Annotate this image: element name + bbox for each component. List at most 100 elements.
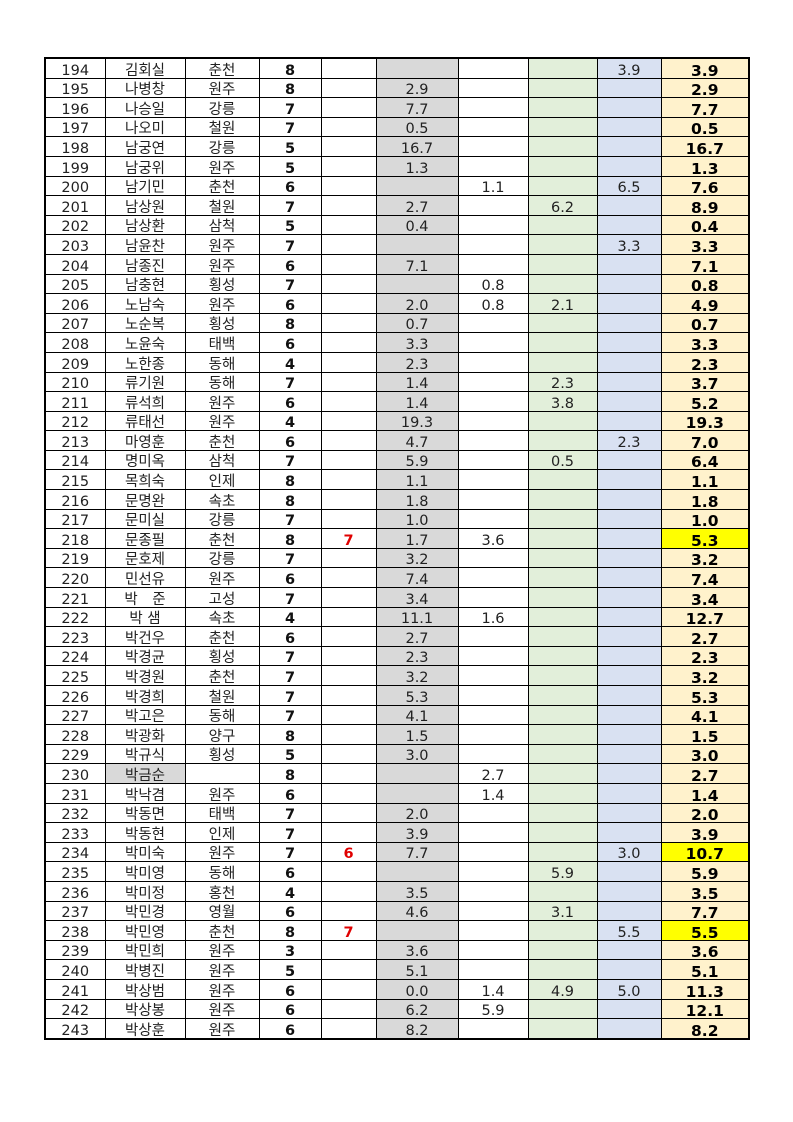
region-cell: 동해 [184, 351, 260, 373]
score-gray-cell [375, 782, 459, 804]
score-white-cell [457, 77, 529, 99]
row-number-cell: 194 [44, 57, 106, 79]
score-white-cell [457, 57, 529, 79]
region-cell: 횡성 [184, 273, 260, 295]
row-number-cell: 232 [44, 802, 106, 824]
table-row: 208 노윤숙 태백 6 3.3 3.3 [44, 332, 750, 353]
score-blue-cell [596, 116, 662, 138]
total-score-cell: 1.0 [660, 508, 750, 530]
region-cell: 철원 [184, 195, 260, 216]
row-number-cell: 221 [44, 587, 106, 608]
total-score-cell: 0.5 [660, 116, 750, 138]
person-name-cell: 남기민 [104, 175, 186, 197]
row-number-cell: 206 [44, 293, 106, 314]
grade-cell: 8 [258, 77, 322, 99]
table-row: 211 류석희 원주 6 1.4 3.8 5.2 [44, 391, 750, 412]
score-green-cell [527, 97, 598, 118]
grade-cell: 6 [258, 861, 322, 882]
grade-cell: 8 [258, 312, 322, 334]
red-score-cell [320, 273, 377, 295]
score-blue-cell [596, 1018, 662, 1040]
score-blue-cell [596, 293, 662, 314]
score-white-cell [457, 136, 529, 157]
grade-cell: 3 [258, 939, 322, 961]
score-green-cell [527, 136, 598, 157]
score-blue-cell [596, 959, 662, 980]
row-number-cell: 202 [44, 214, 106, 236]
person-name-cell: 명미옥 [104, 449, 186, 471]
table-row: 237 박민경 영월 6 4.6 3.1 7.7 [44, 900, 750, 922]
red-score-cell [320, 116, 377, 138]
person-name-cell: 문호제 [104, 547, 186, 569]
red-score-cell [320, 626, 377, 647]
score-green-cell [527, 959, 598, 980]
person-name-cell: 박상훈 [104, 1018, 186, 1040]
region-cell: 속초 [184, 489, 260, 510]
row-number-cell: 234 [44, 841, 106, 863]
score-white-cell [457, 920, 529, 941]
score-green-cell [527, 116, 598, 138]
score-blue-cell [596, 273, 662, 295]
score-gray-cell: 2.3 [375, 351, 459, 373]
score-blue-cell [596, 449, 662, 471]
table-row: 236 박미정 홍천 4 3.5 3.5 [44, 880, 750, 902]
region-cell: 원주 [184, 391, 260, 412]
score-gray-cell: 4.7 [375, 430, 459, 451]
region-cell: 고성 [184, 587, 260, 608]
score-gray-cell: 1.7 [375, 528, 459, 549]
score-green-cell [527, 743, 598, 765]
row-number-cell: 222 [44, 606, 106, 628]
region-cell: 동해 [184, 704, 260, 726]
score-blue-cell [596, 332, 662, 353]
score-green-cell [527, 155, 598, 177]
person-name-cell: 박고은 [104, 704, 186, 726]
score-gray-cell: 7.7 [375, 97, 459, 118]
red-score-cell [320, 900, 377, 922]
score-green-cell [527, 724, 598, 745]
score-green-cell [527, 547, 598, 569]
score-green-cell [527, 567, 598, 589]
table-row: 242 박상봉 원주 6 6.2 5.9 12.1 [44, 998, 750, 1020]
region-cell: 영월 [184, 900, 260, 922]
total-score-cell: 5.9 [660, 861, 750, 882]
region-cell: 춘천 [184, 57, 260, 79]
score-green-cell [527, 469, 598, 491]
grade-cell: 7 [258, 685, 322, 706]
score-gray-cell: 1.5 [375, 724, 459, 745]
grade-cell: 8 [258, 57, 322, 79]
score-white-cell [457, 508, 529, 530]
grade-cell: 7 [258, 547, 322, 569]
person-name-cell: 박동현 [104, 822, 186, 843]
score-gray-cell: 5.3 [375, 685, 459, 706]
score-white-cell: 2.7 [457, 763, 529, 784]
score-white-cell [457, 430, 529, 451]
score-gray-cell: 2.0 [375, 293, 459, 314]
score-green-cell [527, 273, 598, 295]
region-cell: 동해 [184, 371, 260, 393]
score-gray-cell [375, 763, 459, 784]
total-score-cell: 6.4 [660, 449, 750, 471]
score-green-cell: 3.8 [527, 391, 598, 412]
red-score-cell [320, 685, 377, 706]
row-number-cell: 210 [44, 371, 106, 393]
row-number-cell: 201 [44, 195, 106, 216]
score-blue-cell [596, 704, 662, 726]
score-gray-cell [375, 175, 459, 197]
score-white-cell [457, 939, 529, 961]
red-score-cell [320, 410, 377, 432]
total-score-cell: 2.9 [660, 77, 750, 99]
region-cell: 횡성 [184, 645, 260, 667]
score-white-cell [457, 489, 529, 510]
grade-cell: 8 [258, 489, 322, 510]
table-row: 197 나오미 철원 7 0.5 0.5 [44, 116, 750, 138]
score-green-cell [527, 782, 598, 804]
score-white-cell: 0.8 [457, 273, 529, 295]
score-gray-cell: 0.0 [375, 978, 459, 1000]
score-white-cell [457, 959, 529, 980]
score-green-cell [527, 841, 598, 863]
score-white-cell [457, 97, 529, 118]
red-score-cell [320, 724, 377, 745]
person-name-cell: 문종필 [104, 528, 186, 549]
person-name-cell: 박건우 [104, 626, 186, 647]
score-gray-cell [375, 57, 459, 79]
